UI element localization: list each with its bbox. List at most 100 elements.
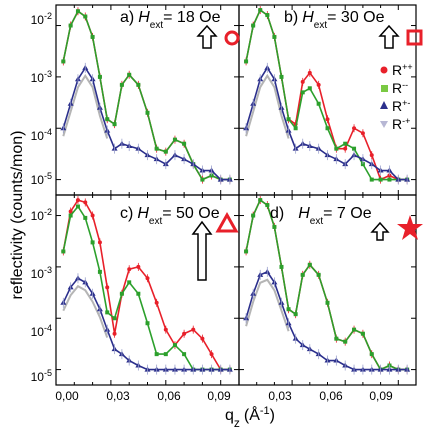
data-point xyxy=(325,300,330,305)
data-point xyxy=(300,272,305,277)
data-point xyxy=(251,23,256,28)
field-arrow-icon-b xyxy=(378,24,400,49)
field-arrow-icon-c xyxy=(191,220,213,281)
legend-item: R-+ xyxy=(380,116,410,132)
data-point xyxy=(293,312,298,317)
svg-text:R--: R-- xyxy=(392,80,408,96)
data-point xyxy=(300,90,305,95)
data-point xyxy=(163,149,168,154)
data-point xyxy=(378,177,383,182)
panel-label-b: b) Hext= 30 Oe xyxy=(284,9,385,31)
data-point xyxy=(90,34,95,39)
data-point xyxy=(334,146,339,151)
data-point xyxy=(244,249,249,254)
x-axis-title: qz (Å-1) xyxy=(225,405,275,430)
data-point xyxy=(105,117,110,122)
data-point xyxy=(68,213,73,218)
data-point xyxy=(145,321,150,326)
data-point xyxy=(265,13,270,18)
data-point xyxy=(244,59,249,64)
data-point xyxy=(307,262,312,267)
data-point xyxy=(258,8,263,13)
star-symbol-icon-d xyxy=(397,215,423,240)
y-tick-label: 10-5 xyxy=(31,171,52,187)
square-symbol-icon-b xyxy=(406,29,423,46)
panel-label-d: d) Hext= 7 Oe xyxy=(270,205,372,227)
data-point xyxy=(360,331,365,336)
data-point xyxy=(279,264,284,269)
panel-label-a: a) Hext= 18 Oe xyxy=(120,9,221,31)
data-point xyxy=(343,339,348,344)
y-tick-label: 10-3 xyxy=(31,69,52,85)
x-tick-label: 0,06 xyxy=(157,389,181,403)
data-point xyxy=(334,336,339,341)
x-tick-label: 0,03 xyxy=(268,389,292,403)
y-tick-label: 10-2 xyxy=(31,11,52,27)
series-rpm-line xyxy=(245,270,408,371)
legend-item: R+- xyxy=(380,98,410,114)
legend-item: R++ xyxy=(380,62,413,78)
data-point xyxy=(119,82,124,87)
svg-text:c)Hext= 50 Oe: c) Hext= 50 Oe xyxy=(120,205,220,227)
x-tick-label: 0,06 xyxy=(319,389,343,403)
y-tick-labels-top: 10-2 10-3 10-4 10-5 xyxy=(31,11,52,187)
panels xyxy=(55,4,417,386)
data-point xyxy=(182,141,187,146)
data-point xyxy=(61,249,66,254)
data-point xyxy=(112,122,117,127)
y-tick-label: 10-2 xyxy=(31,207,52,223)
data-point xyxy=(200,177,205,182)
data-point xyxy=(172,343,177,348)
data-point xyxy=(343,141,348,146)
data-point xyxy=(127,280,132,285)
x-tick-label: 0,09 xyxy=(207,389,231,403)
data-point xyxy=(83,215,88,220)
fit-curve xyxy=(62,284,109,338)
fit-curve xyxy=(245,278,290,332)
y-tick-labels-bottom: 10-2 10-3 10-4 10-5 xyxy=(31,207,52,384)
x-tick-labels: 0,00 0,03 0,06 0,09 0,03 0,06 0,09 xyxy=(55,389,393,403)
y-tick-label: 10-4 xyxy=(31,127,52,143)
data-point xyxy=(112,316,117,321)
data-point xyxy=(136,291,141,296)
data-point xyxy=(105,310,110,315)
data-point xyxy=(279,74,284,79)
legend: R++ R-- R+- R-+ xyxy=(380,62,413,132)
data-point xyxy=(272,224,277,229)
field-arrow-icon-a xyxy=(196,24,218,49)
y-tick-label: 10-5 xyxy=(31,368,52,384)
x-tick-label: 0,03 xyxy=(106,389,130,403)
data-point xyxy=(316,101,321,106)
x-tick-label: 0,00 xyxy=(55,389,79,403)
data-point xyxy=(61,59,66,64)
legend-item: R-- xyxy=(381,80,408,96)
data-point xyxy=(68,23,73,28)
data-point xyxy=(265,203,270,208)
data-point xyxy=(307,86,312,91)
panel-label-c: c) Hext= 50 Oe xyxy=(120,205,220,227)
svg-text:b)Hext= 30 Oe: b) Hext= 30 Oe xyxy=(284,9,385,31)
data-point xyxy=(352,146,357,151)
triangle-symbol-icon-c xyxy=(215,211,239,233)
fit-curve xyxy=(245,73,290,139)
fit-curve xyxy=(62,73,109,139)
data-point xyxy=(127,72,132,77)
x-tick-label: 0,09 xyxy=(369,389,393,403)
y-tick-label: 10-3 xyxy=(31,265,52,281)
field-arrow-icon-d xyxy=(370,221,390,241)
y-tick-label: 10-4 xyxy=(31,323,52,339)
data-point xyxy=(145,110,150,115)
data-point xyxy=(182,352,187,357)
data-point xyxy=(154,352,159,357)
data-point xyxy=(136,82,141,87)
svg-text:R++: R++ xyxy=(392,62,413,78)
data-point xyxy=(97,269,102,274)
data-point xyxy=(369,177,374,182)
data-point xyxy=(325,126,330,131)
data-point xyxy=(286,117,291,122)
data-point xyxy=(172,137,177,142)
data-point xyxy=(369,352,374,357)
svg-text:R+-: R+- xyxy=(392,98,410,114)
series-rpm-line xyxy=(62,66,230,181)
